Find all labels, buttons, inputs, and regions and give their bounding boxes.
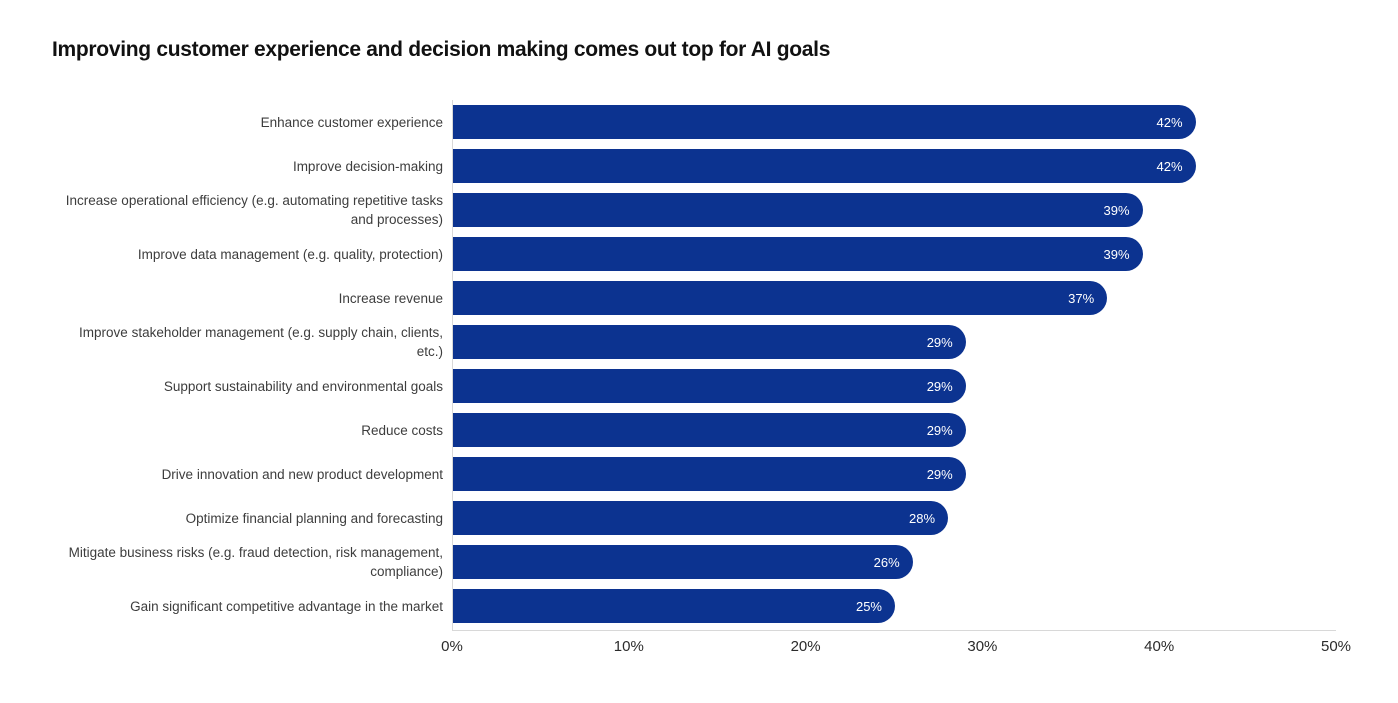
bar-row: Increase revenue 37%: [52, 276, 1336, 320]
bar-value-label: 26%: [873, 554, 900, 570]
x-axis-labels: 0% 10% 20% 30% 40% 50%: [441, 638, 1351, 660]
bar: 39%: [453, 193, 1143, 227]
bar-row: Support sustainability and environmental…: [52, 364, 1336, 408]
category-label: Mitigate business risks (e.g. fraud dete…: [68, 545, 443, 579]
category-label: Reduce costs: [361, 422, 443, 438]
category-label: Improve data management (e.g. quality, p…: [137, 246, 443, 262]
bar-track: 42%: [452, 100, 1336, 144]
bar: 29%: [453, 369, 966, 403]
bar-value-label: 29%: [926, 466, 953, 482]
bar: 37%: [453, 281, 1108, 315]
bar: 25%: [453, 589, 895, 623]
bar-row: Gain significant competitive advantage i…: [52, 584, 1336, 628]
bar: 42%: [453, 149, 1196, 183]
bar-track: 37%: [452, 276, 1336, 320]
bar-row: Mitigate business risks (e.g. fraud dete…: [52, 540, 1336, 584]
bar-value-label: 42%: [1156, 158, 1183, 174]
bar-value-label: 39%: [1103, 202, 1130, 218]
bar-value-label: 29%: [926, 334, 953, 350]
bar-row: Improve data management (e.g. quality, p…: [52, 232, 1336, 276]
category-label: Increase revenue: [338, 290, 443, 306]
x-axis-tick-label: 20%: [790, 638, 821, 655]
bar: 29%: [453, 413, 966, 447]
bar-row: Drive innovation and new product develop…: [52, 452, 1336, 496]
bar-row: Enhance customer experience 42%: [52, 100, 1336, 144]
category-label: Improve decision-making: [292, 158, 443, 174]
x-axis-tick-label: 30%: [967, 638, 998, 655]
bar-row: Improve stakeholder management (e.g. sup…: [52, 320, 1336, 364]
bar: 42%: [453, 105, 1196, 139]
category-label: Enhance customer experience: [260, 114, 443, 130]
bar-row: Increase operational efficiency (e.g. au…: [52, 188, 1336, 232]
bar-value-label: 28%: [909, 510, 936, 526]
bar: 39%: [453, 237, 1143, 271]
bar-track: 39%: [452, 188, 1336, 232]
bar-value-label: 29%: [926, 422, 953, 438]
bar-rows: Enhance customer experience 42% Improve de…: [52, 100, 1336, 628]
bar-value-label: 37%: [1068, 290, 1095, 306]
bar-track: 29%: [452, 452, 1336, 496]
category-label: Increase operational efficiency (e.g. au…: [65, 193, 443, 227]
x-axis-tick-label: 40%: [1144, 638, 1175, 655]
x-axis-tick-label: 0%: [441, 638, 463, 655]
bar-chart: Enhance customer experience 42% Improve de…: [52, 100, 1351, 655]
bar-row: Reduce costs 29%: [52, 408, 1336, 452]
bar-track: 26%: [452, 540, 1336, 584]
bar-row: Optimize financial planning and forecast…: [52, 496, 1336, 540]
bar-track: 42%: [452, 144, 1336, 188]
bar-value-label: 42%: [1156, 114, 1183, 130]
x-axis-line: [452, 630, 1336, 631]
bar-track: 25%: [452, 584, 1336, 628]
bar-track: 39%: [452, 232, 1336, 276]
chart-title: Improving customer experience and decisi…: [52, 38, 831, 61]
bar-row: Improve decision-making 42%: [52, 144, 1336, 188]
category-label: Optimize financial planning and forecast…: [185, 510, 443, 526]
bar: 26%: [453, 545, 913, 579]
x-axis-tick-label: 10%: [613, 638, 644, 655]
category-label: Gain significant competitive advantage i…: [130, 598, 443, 614]
x-axis-tick-label: 50%: [1320, 638, 1352, 655]
bar-value-label: 25%: [855, 598, 882, 614]
zero-gridline: [452, 100, 453, 630]
bar-track: 29%: [452, 408, 1336, 452]
category-label: Improve stakeholder management (e.g. sup…: [79, 325, 443, 359]
category-label: Support sustainability and environmental…: [163, 378, 443, 394]
bar-value-label: 39%: [1103, 246, 1130, 262]
category-label: Drive innovation and new product develop…: [161, 466, 443, 482]
bar-track: 29%: [452, 320, 1336, 364]
bar: 28%: [453, 501, 949, 535]
bar-track: 29%: [452, 364, 1336, 408]
bar-track: 28%: [452, 496, 1336, 540]
bar: 29%: [453, 457, 966, 491]
bar: 29%: [453, 325, 966, 359]
bar-value-label: 29%: [926, 378, 953, 394]
